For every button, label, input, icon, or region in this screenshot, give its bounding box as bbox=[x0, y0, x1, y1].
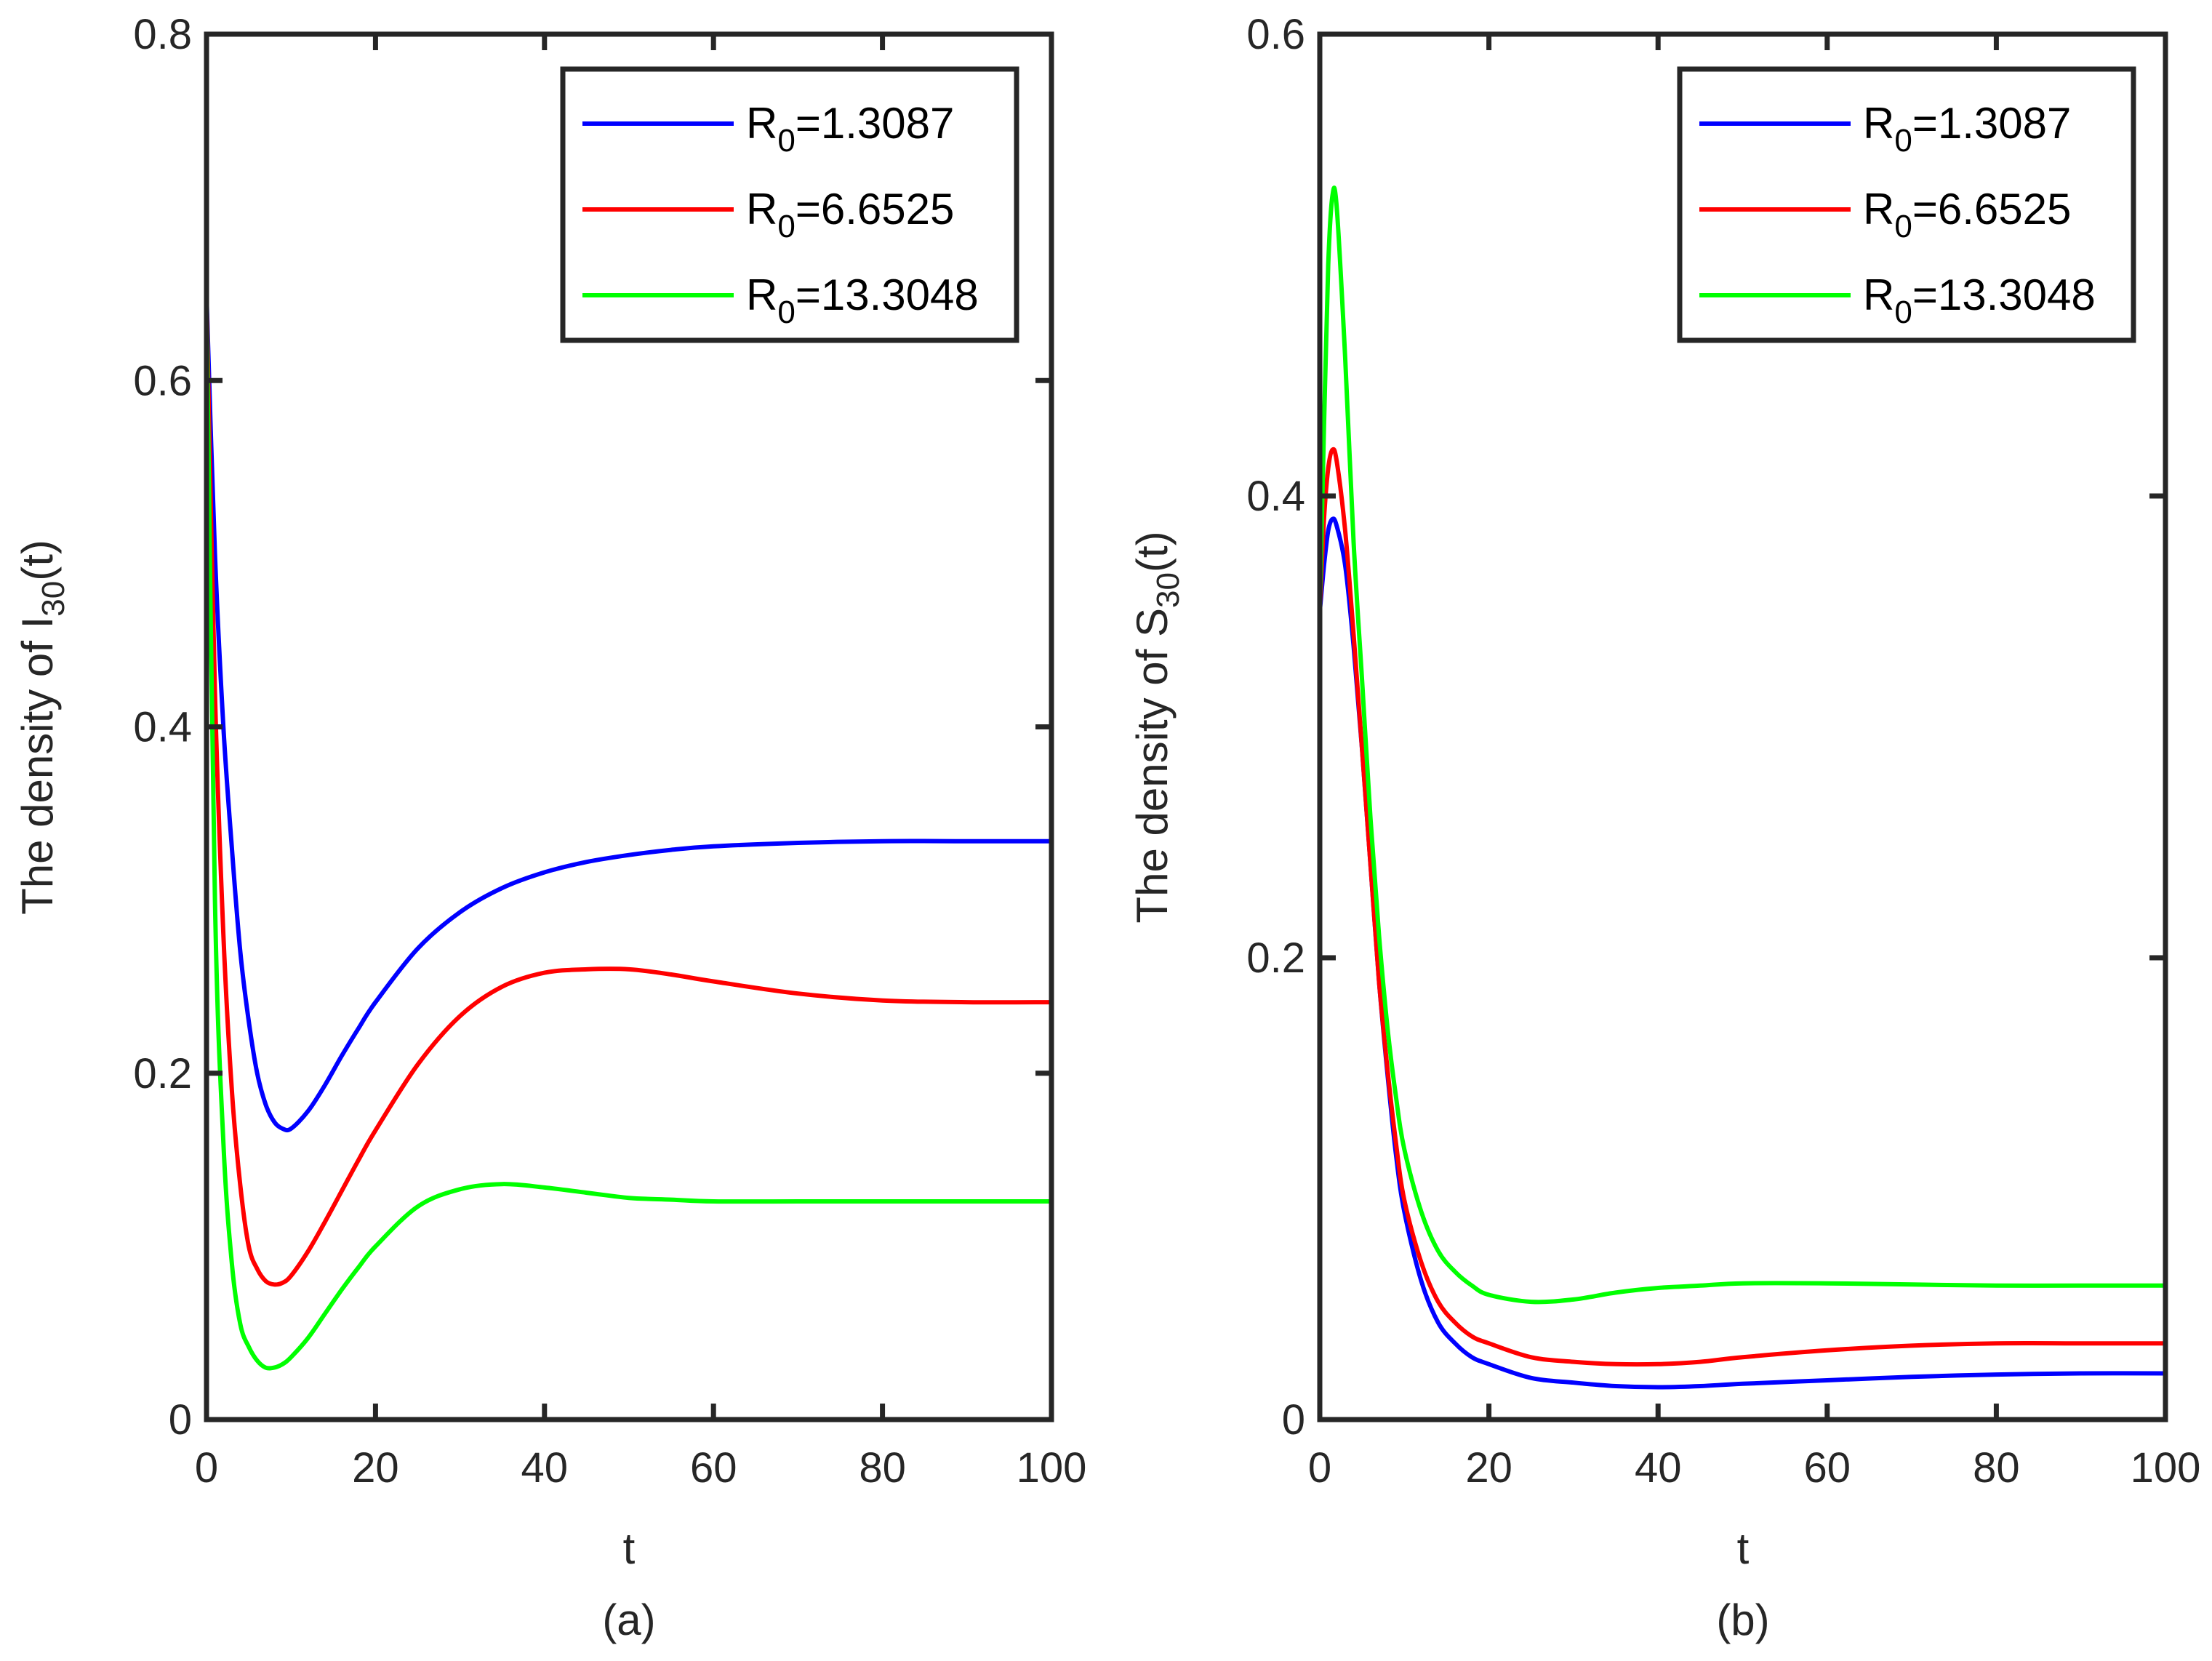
y-axis-label-a-main: The density of I bbox=[13, 617, 62, 915]
panel-a: 0 20 40 60 80 100 0 0.2 0.4 0.6 0.8 t The density … bbox=[13, 11, 1086, 1644]
series-line-1 bbox=[1318, 516, 2166, 1390]
legend-label-1: R0=1.3087 bbox=[746, 99, 954, 159]
x-tick-label: 20 bbox=[352, 1444, 399, 1492]
y-tick-label: 0 bbox=[1282, 1396, 1305, 1444]
x-tick-label: 80 bbox=[1973, 1444, 2020, 1492]
y-tick-label: 0.4 bbox=[133, 704, 192, 751]
x-axis-label-b: t bbox=[1737, 1524, 1750, 1573]
x-tick-label: 0 bbox=[195, 1444, 218, 1492]
y-tick-label: 0.2 bbox=[133, 1050, 192, 1097]
legend-label-1: R0=1.3087 bbox=[1863, 99, 2071, 159]
legend-a: R0=1.3087 R0=6.6525 R0=13.3048 bbox=[560, 66, 1019, 343]
series-line-3 bbox=[204, 294, 1051, 1371]
series-line-1 bbox=[204, 294, 1051, 1133]
x-tick-label: 80 bbox=[859, 1444, 906, 1492]
axes-frame-a bbox=[204, 31, 1054, 1422]
x-tick-label: 100 bbox=[2131, 1444, 2201, 1492]
legend-label-2: R0=6.6525 bbox=[746, 185, 954, 244]
x-tick-label: 20 bbox=[1465, 1444, 1512, 1492]
y-tick-label: 0.2 bbox=[1246, 934, 1305, 982]
caption-a: (a) bbox=[602, 1596, 655, 1644]
y-tick-label: 0.4 bbox=[1246, 473, 1305, 520]
svg-text:The density of I30(t): The density of I30(t) bbox=[13, 540, 71, 915]
panel-b: 0 20 40 60 80 100 0 0.2 0.4 0.6 t The density of … bbox=[1128, 11, 2200, 1644]
x-tick-label: 40 bbox=[521, 1444, 569, 1492]
y-axis-label-b-sub: 30 bbox=[1150, 572, 1186, 608]
y-tick-label: 0.6 bbox=[133, 357, 192, 404]
x-tick-label: 0 bbox=[1308, 1444, 1331, 1492]
x-axis-label-a: t bbox=[623, 1524, 636, 1573]
legend-label-3: R0=13.3048 bbox=[746, 271, 979, 330]
x-tick-label: 60 bbox=[1804, 1444, 1851, 1492]
x-tick-label: 60 bbox=[690, 1444, 737, 1492]
series-line-2 bbox=[204, 294, 1052, 1287]
y-axis-label-b-tail: (t) bbox=[1128, 531, 1177, 572]
tick-labels-a: 0 20 40 60 80 100 0 0.2 0.4 0.6 0.8 bbox=[133, 11, 1086, 1492]
series-line-2 bbox=[1318, 447, 2165, 1367]
x-tick-label: 40 bbox=[1635, 1444, 1682, 1492]
y-axis-label-b-main: The density of S bbox=[1128, 608, 1177, 924]
series-lines-b bbox=[1318, 185, 2166, 1390]
y-axis-label-b: The density of S30(t) bbox=[1128, 531, 1186, 923]
legend-label-2: R0=6.6525 bbox=[1863, 185, 2071, 244]
y-axis-label-a: The density of I30(t) bbox=[13, 540, 71, 915]
y-tick-label: 0.8 bbox=[133, 11, 192, 58]
caption-b: (b) bbox=[1716, 1596, 1769, 1644]
x-tick-label: 100 bbox=[1017, 1444, 1087, 1492]
series-lines-a bbox=[204, 294, 1052, 1371]
y-tick-label: 0 bbox=[169, 1396, 192, 1444]
axes-frame-b bbox=[1317, 31, 2168, 1422]
legend-label-3: R0=13.3048 bbox=[1863, 271, 2096, 330]
y-axis-label-a-tail: (t) bbox=[13, 540, 62, 581]
y-tick-label: 0.6 bbox=[1246, 11, 1305, 58]
legend-b: R0=1.3087 R0=6.6525 R0=13.3048 bbox=[1677, 66, 2136, 343]
tick-labels-b: 0 20 40 60 80 100 0 0.2 0.4 0.6 bbox=[1246, 11, 2200, 1492]
svg-text:The density of S30(t): The density of S30(t) bbox=[1128, 531, 1186, 923]
y-axis-label-a-sub: 30 bbox=[36, 581, 71, 617]
series-line-3 bbox=[1318, 185, 2165, 1305]
